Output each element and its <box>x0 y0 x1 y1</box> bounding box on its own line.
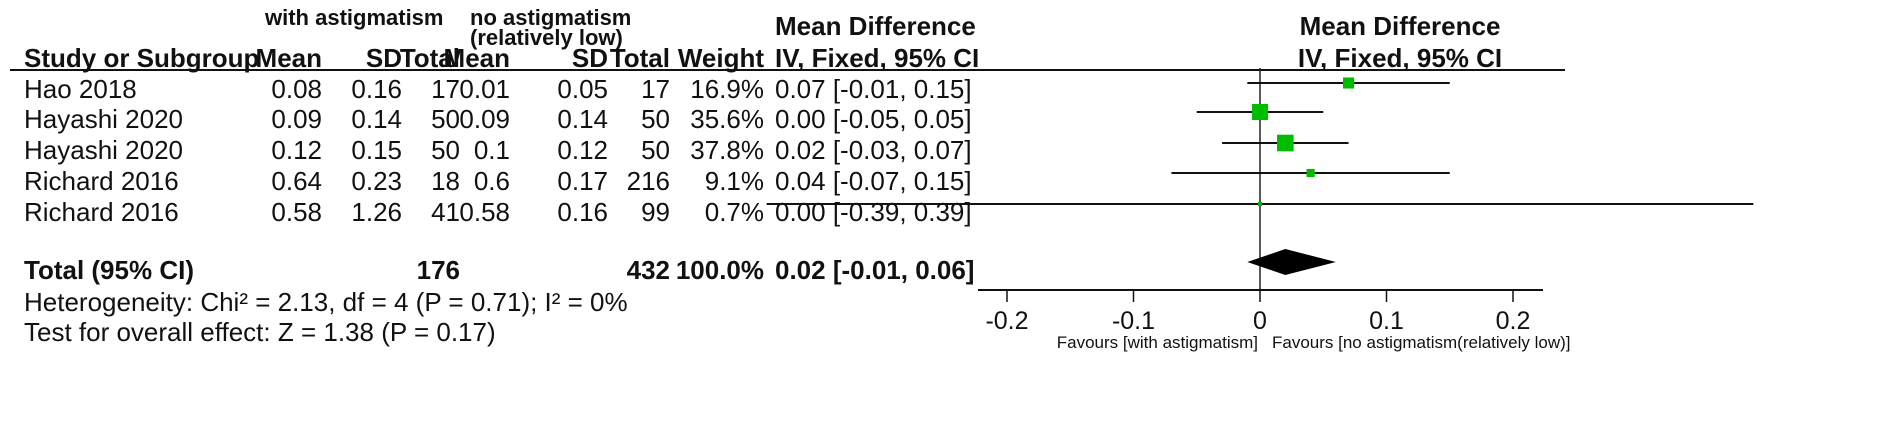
col-total1-header: Total <box>399 43 460 73</box>
weight-cell: 35.6% <box>690 104 764 134</box>
sd2-cell: 0.12 <box>557 135 608 165</box>
weight-cell: 16.9% <box>690 74 764 104</box>
sd1-cell: 0.23 <box>351 166 402 196</box>
study-name: Hayashi 2020 <box>24 104 183 134</box>
ci-cell: 0.02 [-0.03, 0.07] <box>775 135 972 165</box>
total1-cell: 50 <box>431 104 460 134</box>
study-name: Richard 2016 <box>24 166 179 196</box>
mean2-cell: 0.09 <box>459 104 510 134</box>
sd1-cell: 0.14 <box>351 104 402 134</box>
weight-cell: 37.8% <box>690 135 764 165</box>
effect-marker <box>1251 103 1269 121</box>
group2-header-line1: no astigmatism <box>470 5 632 30</box>
col-mean2-header: Mean <box>443 43 510 73</box>
mean1-cell: 0.08 <box>271 74 322 104</box>
sd2-cell: 0.16 <box>557 197 608 227</box>
sd2-cell: 0.14 <box>557 104 608 134</box>
pooled-diamond <box>1247 249 1336 275</box>
x-tick-label: -0.2 <box>985 307 1028 335</box>
mean2-cell: 0.58 <box>459 197 510 227</box>
header-divider <box>10 69 1565 71</box>
sd1-cell: 0.15 <box>351 135 402 165</box>
study-name: Richard 2016 <box>24 197 179 227</box>
ci-cell: 0.04 [-0.07, 0.15] <box>775 166 972 196</box>
mean2-cell: 0.1 <box>473 135 510 165</box>
x-tick-label: -0.1 <box>1112 307 1155 335</box>
col-sd2-header: SD <box>571 43 608 73</box>
effect-marker <box>1343 77 1355 89</box>
col-weight-header: Weight <box>677 43 764 73</box>
mean1-cell: 0.64 <box>271 166 322 196</box>
effect-marker <box>1258 202 1262 206</box>
total1-cell: 41 <box>431 197 460 227</box>
sd1-cell: 0.16 <box>351 74 402 104</box>
total-total2: 432 <box>626 255 670 285</box>
total2-cell: 216 <box>626 166 670 196</box>
favours-right-label: Favours [no astigmatism(relatively low)] <box>1272 333 1571 352</box>
col-sd1-header: SD <box>365 43 402 73</box>
overall-effect-text: Test for overall effect: Z = 1.38 (P = 0… <box>24 317 496 347</box>
total1-cell: 50 <box>431 135 460 165</box>
col-mean1-header: Mean <box>255 43 322 73</box>
sd2-cell: 0.17 <box>557 166 608 196</box>
mean1-cell: 0.58 <box>271 197 322 227</box>
total2-cell: 50 <box>641 104 670 134</box>
total1-cell: 18 <box>431 166 460 196</box>
study-name: Hao 2018 <box>24 74 137 104</box>
group2-header-line2: (relatively low) <box>470 25 623 50</box>
favours-left-label: Favours [with astigmatism] <box>1056 333 1258 352</box>
ci-cell: 0.00 [-0.05, 0.05] <box>775 104 972 134</box>
total-label: Total (95% CI) <box>24 255 194 285</box>
weight-cell: 0.7% <box>704 197 764 227</box>
sd2-cell: 0.05 <box>557 74 608 104</box>
ci-cell: 0.07 [-0.01, 0.15] <box>775 74 972 104</box>
table-md-title: Mean Difference <box>775 11 976 41</box>
plot-md-title: Mean Difference <box>1299 11 1501 41</box>
sd1-cell: 1.26 <box>351 197 402 227</box>
study-name: Hayashi 2020 <box>24 135 183 165</box>
total1-cell: 17 <box>431 74 460 104</box>
mean2-cell: 0.01 <box>459 74 510 104</box>
col-ci-header: IV, Fixed, 95% CI <box>775 43 980 73</box>
effect-marker <box>1306 168 1315 178</box>
total-weight: 100.0% <box>675 255 764 285</box>
group1-header: with astigmatism <box>265 5 444 30</box>
mean2-cell: 0.6 <box>473 166 510 196</box>
x-tick-label: 0 <box>1253 307 1267 335</box>
mean1-cell: 0.09 <box>271 104 322 134</box>
plot-ci-header: IV, Fixed, 95% CI <box>1297 43 1503 73</box>
mean1-cell: 0.12 <box>271 135 322 165</box>
total2-cell: 17 <box>641 74 670 104</box>
total-total1: 176 <box>416 255 460 285</box>
total2-cell: 99 <box>641 197 670 227</box>
col-total2-header: Total <box>609 43 670 73</box>
effect-marker <box>1277 134 1294 152</box>
col-study-header: Study or Subgroup <box>24 43 260 73</box>
total2-cell: 50 <box>641 135 670 165</box>
weight-cell: 9.1% <box>704 166 764 196</box>
heterogeneity-text: Heterogeneity: Chi² = 2.13, df = 4 (P = … <box>24 287 628 317</box>
total-ci: 0.02 [-0.01, 0.06] <box>775 255 975 285</box>
x-tick-label: 0.1 <box>1369 307 1404 335</box>
x-tick-label: 0.2 <box>1496 307 1531 335</box>
